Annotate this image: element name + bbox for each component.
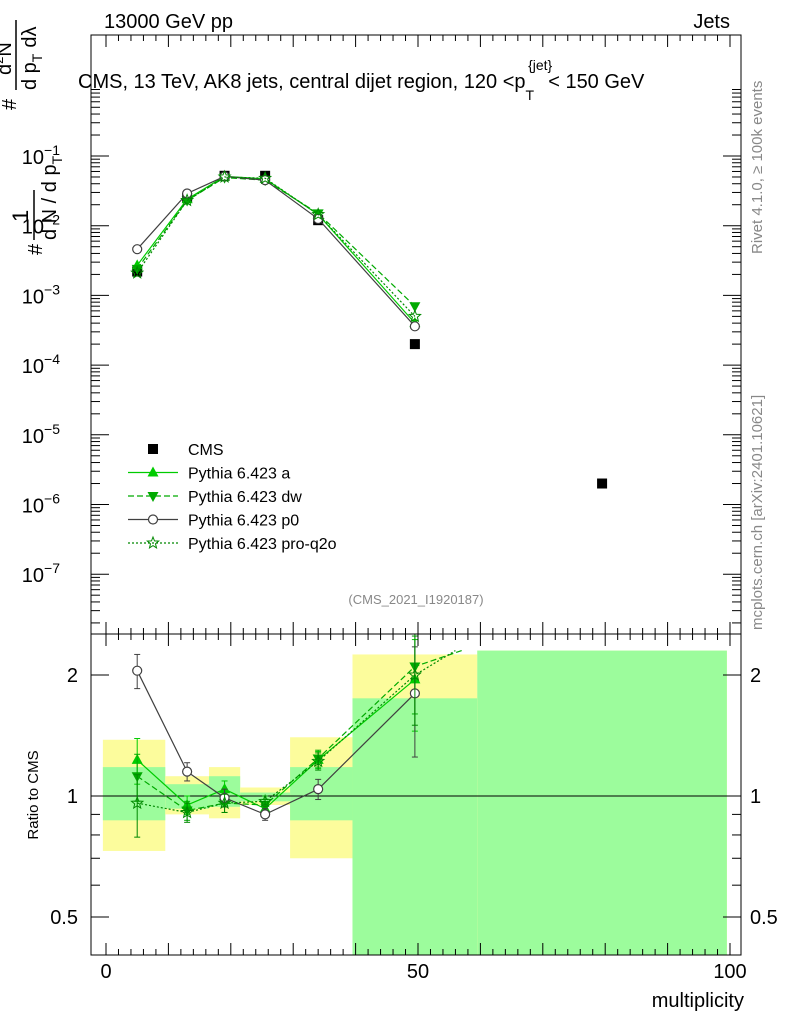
legend: CMS Pythia 6.423 a Pythia 6.423 dw Pythia 6… xyxy=(128,442,337,553)
svg-text:#: # xyxy=(0,98,21,110)
ratio-y-tick-label: 0.5 xyxy=(50,907,78,929)
y-tick-label: 10−1 xyxy=(22,142,60,169)
data-point xyxy=(407,309,422,323)
data-point xyxy=(130,265,145,279)
ratio-point xyxy=(130,795,145,810)
legend-label: CMS xyxy=(188,442,224,459)
header-jets-label: Jets xyxy=(693,11,730,33)
x-tick-label: 0 xyxy=(100,961,111,983)
ratio-point xyxy=(219,783,231,794)
y-tick-label: 10−3 xyxy=(22,281,60,308)
header-energy-label: 13000 GeV pp xyxy=(104,11,233,33)
legend-marker xyxy=(147,514,159,525)
legend-label: Pythia 6.423 p0 xyxy=(188,513,299,530)
y-tick-label: 10−7 xyxy=(22,560,60,587)
ratio-point xyxy=(260,809,271,820)
data-point xyxy=(217,169,232,183)
series-line xyxy=(136,175,416,327)
ylabel-hash-1: # xyxy=(25,243,47,255)
y-tick-label: 10−6 xyxy=(22,491,60,518)
mcplots-label: mcplots.cern.ch [arXiv:2401.10621] xyxy=(749,395,766,630)
ratio-y-tick-label: 2 xyxy=(67,665,78,687)
main-y-axis-label: # 1 d N / d pT # d2N d pTdλ xyxy=(0,20,65,255)
ratio-point xyxy=(313,784,324,795)
ratio-y-axis-label: Ratio to CMS xyxy=(25,750,42,839)
legend-marker xyxy=(147,492,159,502)
data-point xyxy=(597,478,608,489)
ratio-point xyxy=(132,665,143,676)
legend-label: Pythia 6.423 a xyxy=(188,466,290,483)
legend-entry: Pythia 6.423 pro-q2o xyxy=(128,535,337,553)
legend-marker xyxy=(148,444,158,454)
data-point xyxy=(409,302,421,313)
data-point xyxy=(181,196,193,207)
data-point xyxy=(409,339,420,350)
x-tick-label: 100 xyxy=(713,961,746,983)
analysis-id-watermark: (CMS_2021_I1920187) xyxy=(348,592,483,607)
ratio-y-tick-label-right: 0.5 xyxy=(750,907,778,929)
legend-label: Pythia 6.423 dw xyxy=(188,489,302,506)
data-point xyxy=(180,193,195,207)
ratio-series-line xyxy=(136,678,416,810)
series-line xyxy=(136,176,416,307)
rivet-version-label: Rivet 4.1.0, ≥ 100k events xyxy=(749,81,766,254)
legend-marker xyxy=(146,535,160,550)
ylabel-d2n: d2N xyxy=(0,42,16,75)
ratio-point xyxy=(311,753,326,768)
legend-entry: Pythia 6.423 a xyxy=(128,466,290,483)
ratio-point xyxy=(180,805,195,819)
y-tick-label: 10−2 xyxy=(22,212,60,239)
data-point xyxy=(131,264,143,275)
legend-marker xyxy=(147,466,159,477)
ylabel-dpt-dlambda: d pTdλ xyxy=(19,27,45,91)
ylabel-dn-dpt: d N / d pT xyxy=(39,155,65,240)
ratio-point xyxy=(258,793,273,808)
ratio-point xyxy=(407,667,422,682)
y-tick-label: 10−4 xyxy=(22,351,60,378)
x-tick-label: 50 xyxy=(407,961,429,983)
legend-label: Pythia 6.423 pro-q2o xyxy=(188,536,337,553)
ratio-y-tick-label-right: 1 xyxy=(750,786,761,808)
legend-entry: Pythia 6.423 dw xyxy=(128,489,302,506)
ratio-plot-frame xyxy=(90,633,742,956)
data-point xyxy=(258,170,273,185)
ratio-point xyxy=(217,795,232,810)
data-point xyxy=(409,321,420,332)
data-point xyxy=(132,244,143,255)
series-line xyxy=(136,176,416,317)
ratio-y-tick-label: 1 xyxy=(67,786,78,808)
series-line xyxy=(136,175,416,324)
legend-entry: Pythia 6.423 p0 xyxy=(128,513,299,530)
plot-title: CMS, 13 TeV, AK8 jets, central dijet reg… xyxy=(78,57,645,103)
legend-entry: CMS xyxy=(148,442,224,459)
y-tick-label: 10−5 xyxy=(22,421,60,448)
data-point xyxy=(311,207,326,221)
uncertainty-band-inner xyxy=(477,650,727,955)
x-axis-label: multiplicity xyxy=(652,990,744,1012)
ratio-y-tick-label-right: 2 xyxy=(750,665,761,687)
ratio-point xyxy=(182,766,193,777)
ratio-series-line xyxy=(136,670,416,816)
ylabel-one: 1 xyxy=(8,210,33,222)
